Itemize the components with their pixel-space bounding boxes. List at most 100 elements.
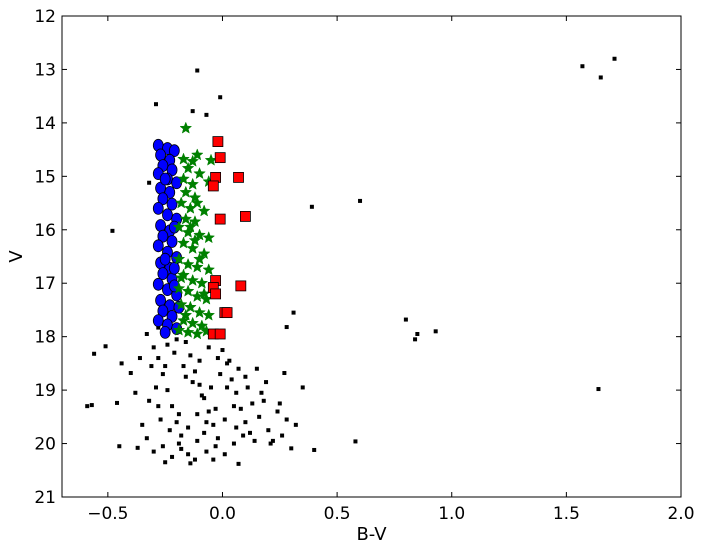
data-point-black (252, 438, 257, 443)
data-point-red-square (233, 172, 244, 183)
x-axis-label: B-V (356, 524, 387, 545)
data-point-black (250, 401, 255, 406)
data-point-green-star (174, 297, 188, 311)
data-point-black (225, 385, 230, 390)
data-point-black (243, 420, 248, 425)
data-point-black (245, 385, 250, 390)
data-point-red-square (214, 328, 226, 340)
x-tick-label: 1.0 (438, 504, 465, 524)
data-point-black (213, 406, 218, 411)
data-point-black (261, 398, 266, 403)
data-point-black (284, 417, 289, 422)
data-point-black (236, 366, 241, 371)
data-point-green-star (190, 148, 204, 161)
data-point-black (176, 441, 181, 446)
data-point-blue-circle (152, 277, 164, 291)
data-point-black (413, 337, 418, 342)
data-point-black (140, 422, 145, 427)
data-point-green-star (172, 252, 186, 265)
data-point-green-star (179, 212, 193, 225)
data-point-black (596, 387, 601, 392)
data-point-black (206, 345, 211, 350)
data-point-black (174, 420, 179, 425)
data-point-green-star (186, 177, 200, 190)
data-point-blue-circle (155, 148, 166, 162)
y-tick-label: 13 (34, 60, 56, 80)
data-point-green-star (202, 231, 216, 244)
data-point-black (358, 198, 363, 203)
data-point-green-star (181, 161, 195, 174)
data-point-black (231, 441, 236, 446)
data-point-red-square (214, 152, 226, 164)
data-point-blue-circle (159, 325, 171, 339)
data-point-green-star (197, 204, 211, 217)
data-point-black (147, 180, 152, 185)
data-point-green-star (184, 220, 197, 233)
data-point-black (257, 414, 262, 419)
data-point-black (153, 385, 158, 390)
y-tick-label: 19 (34, 381, 56, 401)
data-point-blue-circle (166, 197, 178, 211)
y-tick-label: 16 (34, 221, 56, 241)
data-point-black (234, 425, 239, 430)
data-point-blue-circle (168, 144, 180, 158)
data-point-black (270, 438, 275, 443)
data-point-black (229, 377, 234, 382)
data-point-black (199, 393, 204, 398)
data-point-black (181, 364, 186, 369)
data-point-green-star (197, 247, 211, 260)
data-point-black (236, 461, 241, 466)
data-point-black (259, 390, 264, 395)
data-point-black (213, 444, 218, 449)
data-point-green-star (184, 201, 197, 214)
data-point-black (160, 444, 165, 449)
data-point-green-star (186, 154, 200, 167)
data-point-black (85, 404, 90, 409)
data-point-black (149, 364, 154, 369)
data-point-black (137, 356, 142, 361)
data-point-black (165, 388, 170, 393)
data-point-black (282, 371, 287, 376)
data-point-blue-circle (166, 235, 178, 248)
data-point-green-star (190, 327, 204, 340)
x-tick-label: 1.5 (553, 504, 580, 524)
data-point-black (209, 385, 214, 390)
data-point-black (211, 422, 216, 427)
plot-marks (85, 56, 617, 466)
data-point-black (156, 325, 161, 330)
data-point-black (277, 401, 282, 406)
data-point-black (218, 95, 223, 100)
data-point-black (117, 444, 122, 449)
data-point-blue-circle (152, 314, 164, 328)
data-point-black (206, 409, 211, 414)
data-point-black (241, 433, 246, 438)
data-point-green-star (195, 276, 209, 289)
data-point-green-star (193, 228, 206, 241)
data-point-black (135, 445, 140, 450)
data-point-green-star (172, 220, 186, 233)
data-point-black (172, 350, 177, 355)
data-point-black (192, 457, 197, 462)
data-point-black (211, 457, 216, 462)
data-point-green-star (181, 257, 195, 270)
y-tick-label: 20 (34, 435, 56, 455)
data-point-black (92, 351, 97, 356)
plot-frame (61, 15, 682, 498)
data-point-black (415, 331, 420, 336)
data-point-black (215, 356, 220, 361)
data-point-black (167, 428, 172, 433)
data-point-black (289, 446, 294, 451)
data-point-blue-circle (157, 304, 169, 318)
data-point-green-star (179, 121, 193, 134)
data-point-green-star (179, 185, 193, 198)
data-point-black (195, 438, 200, 443)
data-point-red-square (214, 213, 226, 225)
x-tick-label: 0.0 (209, 504, 236, 524)
data-point-black (238, 406, 243, 411)
data-point-green-star (188, 233, 202, 246)
data-point-black (151, 449, 156, 454)
data-point-black (119, 361, 124, 366)
data-point-green-star (177, 152, 190, 165)
data-point-blue-circle (159, 252, 171, 266)
